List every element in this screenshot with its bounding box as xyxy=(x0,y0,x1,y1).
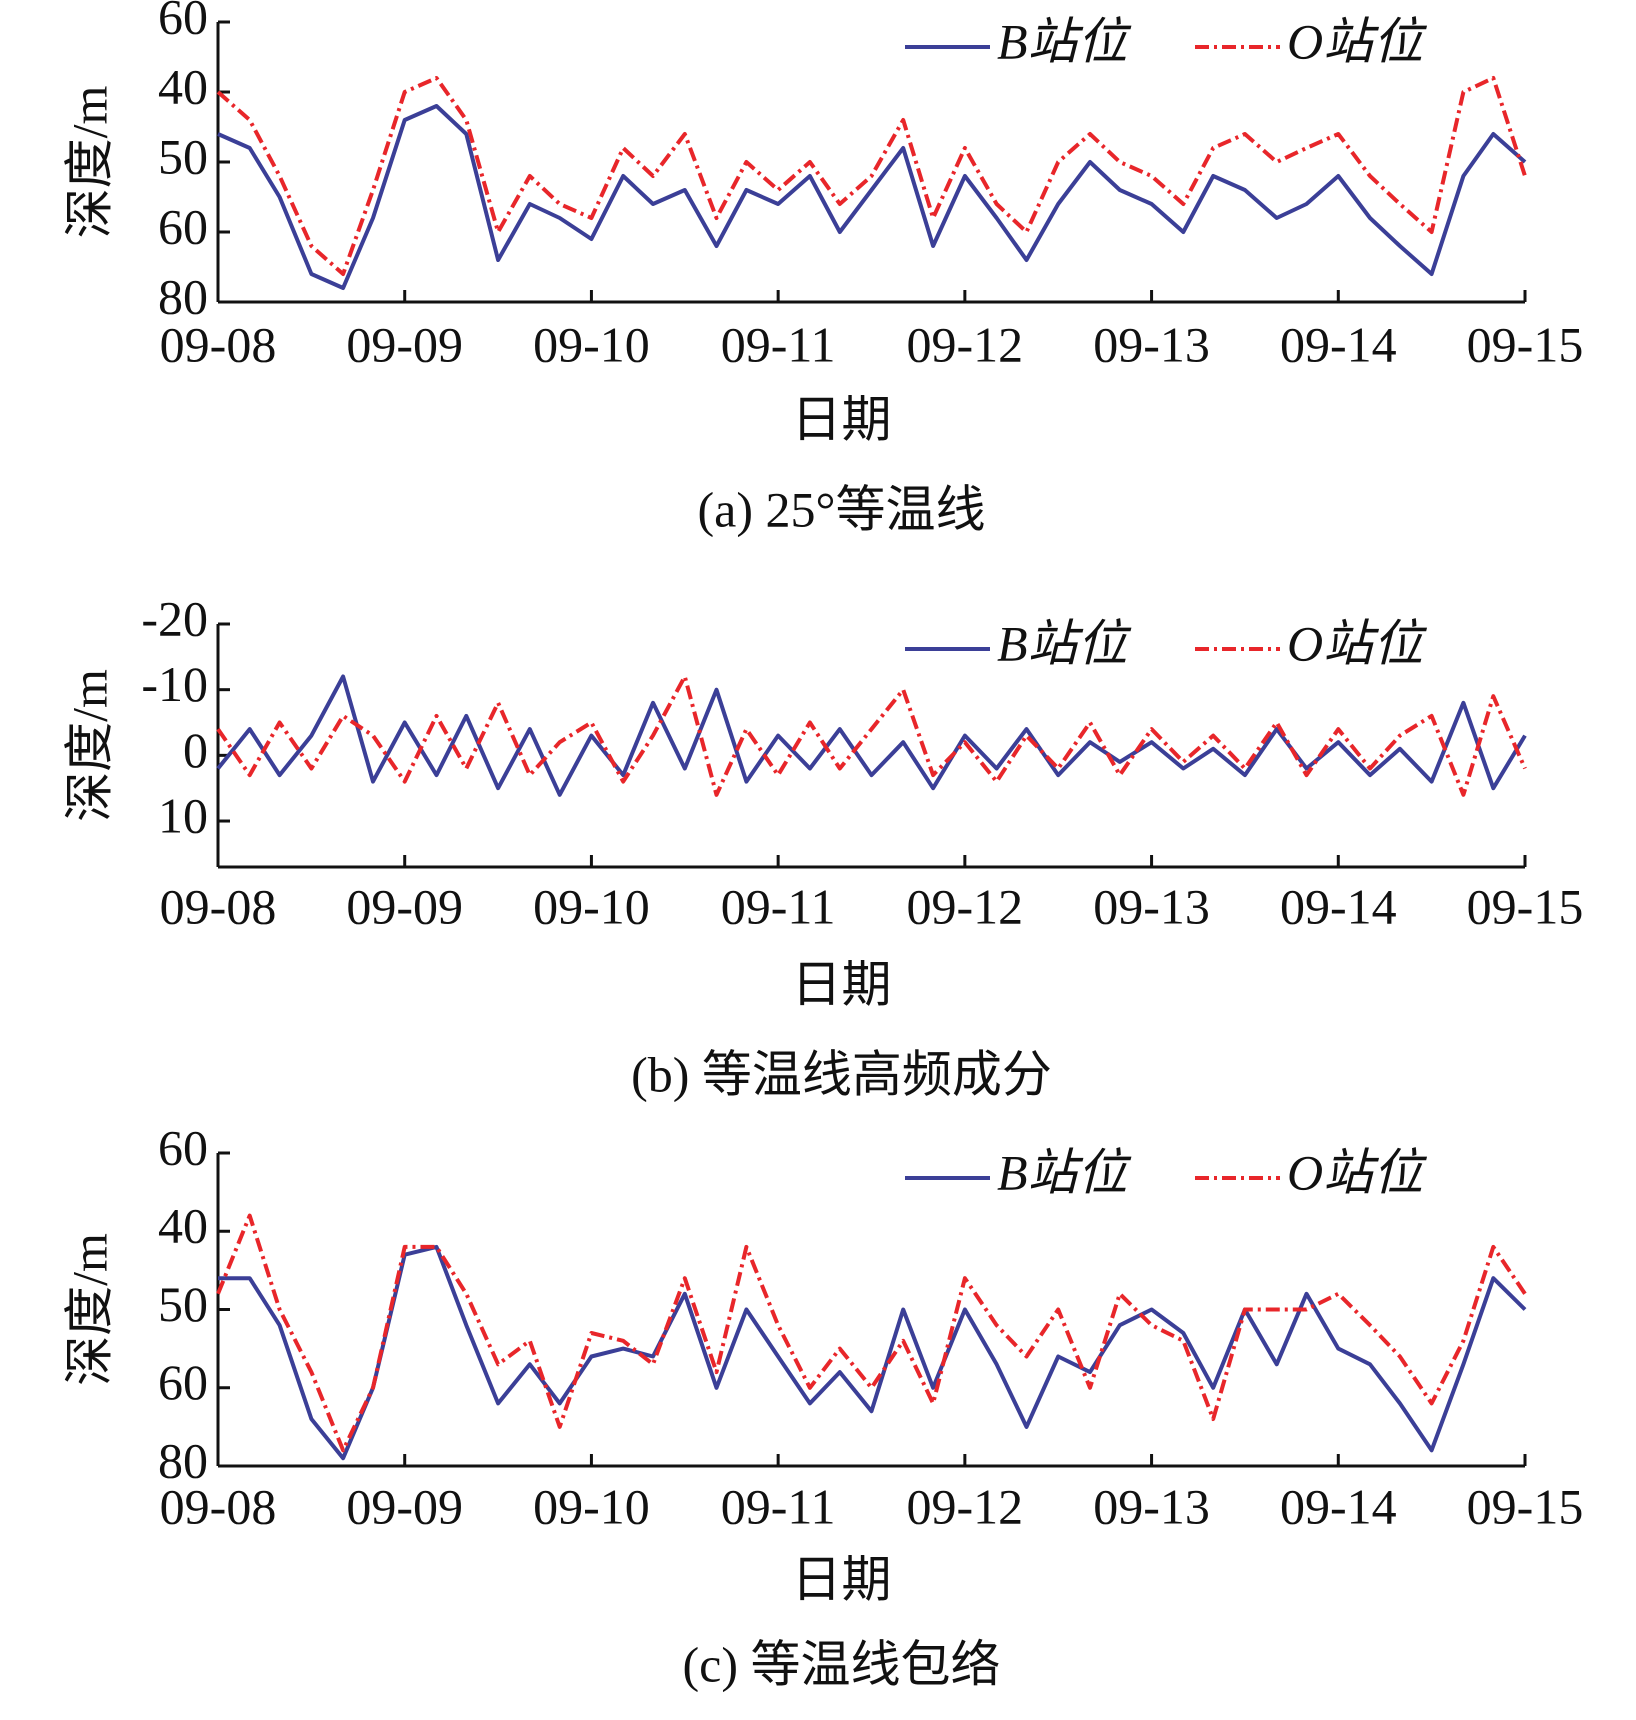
legend-label: O站位 xyxy=(1287,615,1427,671)
caption: (b) 等温线高频成分 xyxy=(631,1046,1052,1102)
x-tick-label: 09-08 xyxy=(160,1478,277,1534)
x-tick-label: 09-11 xyxy=(721,1478,836,1534)
x-tick-label: 09-09 xyxy=(346,316,463,372)
series-line xyxy=(216,1213,1527,1453)
x-tick-label: 09-15 xyxy=(1467,1478,1584,1534)
x-tick-label: 09-15 xyxy=(1467,316,1584,372)
y-axis-label: 深度/m xyxy=(61,669,117,822)
x-tick-label: 09-08 xyxy=(160,316,277,372)
y-tick-label: 50 xyxy=(158,128,208,184)
x-tick-label: 09-14 xyxy=(1280,316,1397,372)
y-tick-label: 80 xyxy=(158,1432,208,1488)
legend-label: O站位 xyxy=(1287,13,1427,69)
x-tick-label: 09-14 xyxy=(1280,1478,1397,1534)
y-tick-label: 50 xyxy=(158,1276,208,1332)
x-tick-label: 09-12 xyxy=(907,878,1024,934)
caption: (c) 等温线包络 xyxy=(683,1636,1001,1692)
series-line xyxy=(217,104,1527,290)
series-line xyxy=(216,674,1527,797)
x-tick-label: 09-13 xyxy=(1093,1478,1210,1534)
y-tick-label: -20 xyxy=(141,590,208,646)
y-tick-label: 60 xyxy=(158,0,208,44)
x-tick-label: 09-12 xyxy=(907,316,1024,372)
x-tick-label: 09-09 xyxy=(346,1478,463,1534)
x-axis-label: 日期 xyxy=(792,956,892,1012)
legend-label: B站位 xyxy=(997,13,1132,69)
y-axis-label: 深度/m xyxy=(61,86,117,239)
x-axis-label: 日期 xyxy=(792,391,892,447)
x-tick-label: 09-09 xyxy=(346,878,463,934)
legend-label: O站位 xyxy=(1287,1144,1427,1200)
y-tick-label: -10 xyxy=(141,656,208,712)
x-tick-label: 09-13 xyxy=(1093,316,1210,372)
y-tick-label: 10 xyxy=(158,787,208,843)
y-tick-label: 80 xyxy=(158,268,208,324)
caption: (a) 25°等温线 xyxy=(698,481,986,537)
x-tick-label: 09-11 xyxy=(721,878,836,934)
x-tick-label: 09-08 xyxy=(160,878,277,934)
y-tick-label: 60 xyxy=(158,1354,208,1410)
x-tick-label: 09-10 xyxy=(533,316,650,372)
x-tick-label: 09-12 xyxy=(907,1478,1024,1534)
y-tick-label: 60 xyxy=(158,198,208,254)
x-tick-label: 09-11 xyxy=(721,316,836,372)
x-tick-label: 09-10 xyxy=(533,1478,650,1534)
x-tick-label: 09-14 xyxy=(1280,878,1397,934)
x-axis-label: 日期 xyxy=(792,1551,892,1607)
y-tick-label: 60 xyxy=(158,1119,208,1175)
series-line xyxy=(216,674,1527,797)
series-line xyxy=(218,1244,1527,1461)
series-line xyxy=(216,76,1527,276)
x-tick-label: 09-13 xyxy=(1093,878,1210,934)
y-tick-label: 40 xyxy=(158,1198,208,1254)
x-tick-label: 09-10 xyxy=(533,878,650,934)
legend-label: B站位 xyxy=(997,1144,1132,1200)
y-axis-label: 深度/m xyxy=(61,1233,117,1386)
legend-label: B站位 xyxy=(997,615,1132,671)
x-tick-label: 09-15 xyxy=(1467,878,1584,934)
y-tick-label: 0 xyxy=(183,722,208,778)
y-tick-label: 40 xyxy=(158,58,208,114)
